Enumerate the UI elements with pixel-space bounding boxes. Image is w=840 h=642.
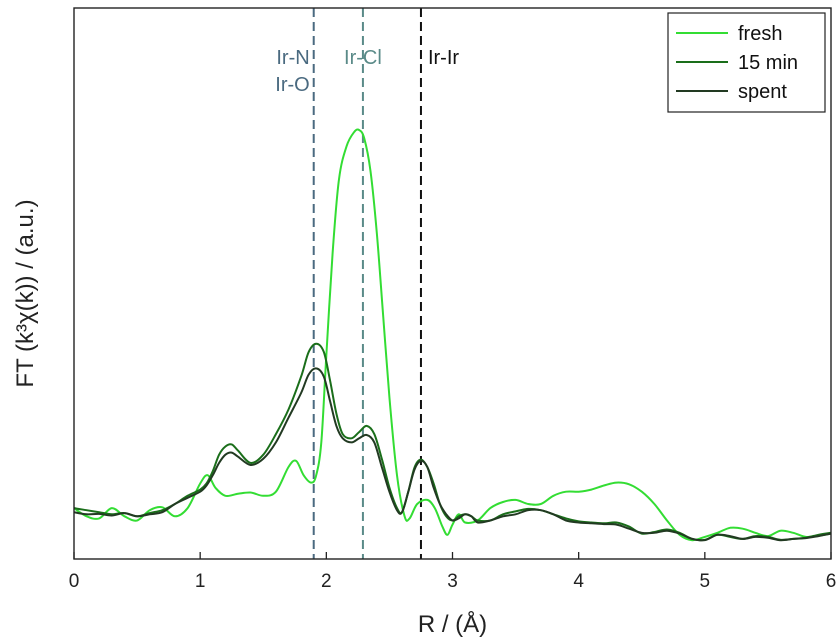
ir-cl-label: Ir-Cl — [344, 47, 382, 69]
x-tick-label: 3 — [447, 571, 458, 592]
series-line-15-min — [73, 342, 832, 542]
series-layer — [73, 128, 832, 542]
x-tick-label: 1 — [195, 571, 206, 592]
legend-label: 15 min — [738, 52, 798, 74]
annotation-layer: Ir-N Ir-O Ir-Cl Ir-Ir — [275, 8, 459, 559]
ir-ir-label: Ir-Ir — [428, 47, 459, 69]
x-tick-label: 6 — [826, 571, 837, 592]
x-tick-label: 5 — [700, 571, 711, 592]
ir-n-ir-o-label: Ir-N — [276, 47, 309, 69]
legend-label: fresh — [738, 23, 782, 45]
legend-label: spent — [738, 81, 787, 103]
x-tick-label: 4 — [573, 571, 584, 592]
series-line-fresh — [73, 128, 832, 542]
ir-n-ir-o-label: Ir-O — [275, 74, 309, 96]
x-tick-label: 2 — [321, 571, 332, 592]
y-axis-label: FT (k³χ(k)) / (a.u.) — [12, 199, 39, 387]
legend: fresh 15 min spent — [667, 12, 826, 113]
x-axis-label: R / (Å) — [418, 610, 487, 638]
x-axis-ticks: 0 1 2 3 4 5 6 — [69, 552, 837, 592]
series-line-spent — [73, 367, 832, 542]
x-tick-label: 0 — [69, 571, 80, 592]
